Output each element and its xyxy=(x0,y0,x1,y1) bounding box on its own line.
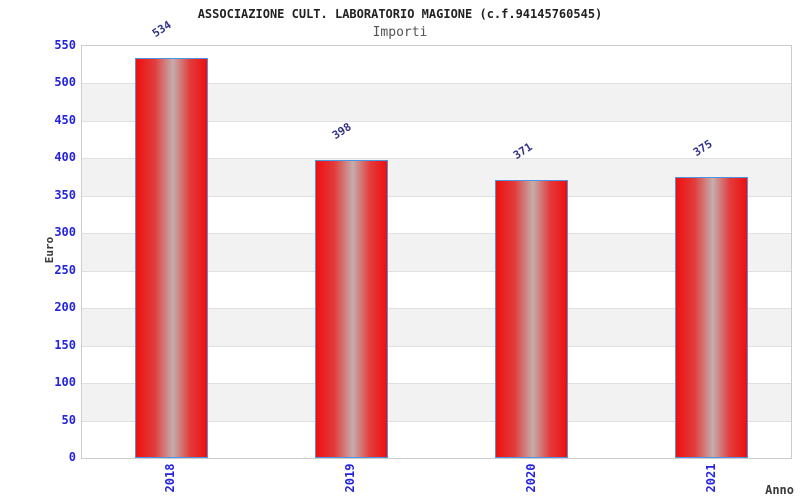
bar-2020 xyxy=(495,180,569,458)
gridline xyxy=(82,308,791,310)
x-tick-label: 2018 xyxy=(163,463,177,493)
bar-2019 xyxy=(314,159,388,458)
y-tick-label: 150 xyxy=(54,337,76,352)
y-tick-label: 0 xyxy=(68,450,76,464)
y-axis-title: Euro xyxy=(43,236,56,264)
gridline xyxy=(82,120,791,122)
x-tick-label: 2020 xyxy=(523,463,538,493)
y-tick-label: 50 xyxy=(61,412,76,427)
gridline xyxy=(82,345,791,347)
y-tick-label: 250 xyxy=(54,262,76,277)
gridline xyxy=(82,195,791,197)
plot-area xyxy=(81,45,792,459)
y-tick-label: 300 xyxy=(54,225,76,240)
x-tick-label: 2021 xyxy=(703,463,718,493)
y-tick-label: 200 xyxy=(54,300,76,315)
chart-subtitle: Importi xyxy=(372,25,428,40)
chart-title: ASSOCIAZIONE CULT. LABORATORIO MAGIONE (… xyxy=(197,7,603,21)
y-tick-label: 550 xyxy=(54,38,76,52)
gridline xyxy=(82,158,791,160)
y-tick-label: 100 xyxy=(54,375,76,390)
gridline xyxy=(82,420,791,422)
gridline xyxy=(82,83,791,85)
x-axis-title: Anno xyxy=(765,483,794,497)
y-tick-label: 450 xyxy=(54,112,76,127)
y-tick-label: 400 xyxy=(54,150,76,165)
gridline xyxy=(82,383,791,385)
gridline xyxy=(82,233,791,235)
y-tick-label: 350 xyxy=(54,187,76,202)
x-tick-label: 2019 xyxy=(343,463,358,493)
gridline xyxy=(82,270,791,272)
y-tick-label: 500 xyxy=(54,75,76,90)
bar-2021 xyxy=(675,177,749,458)
bar-2018 xyxy=(134,57,208,458)
